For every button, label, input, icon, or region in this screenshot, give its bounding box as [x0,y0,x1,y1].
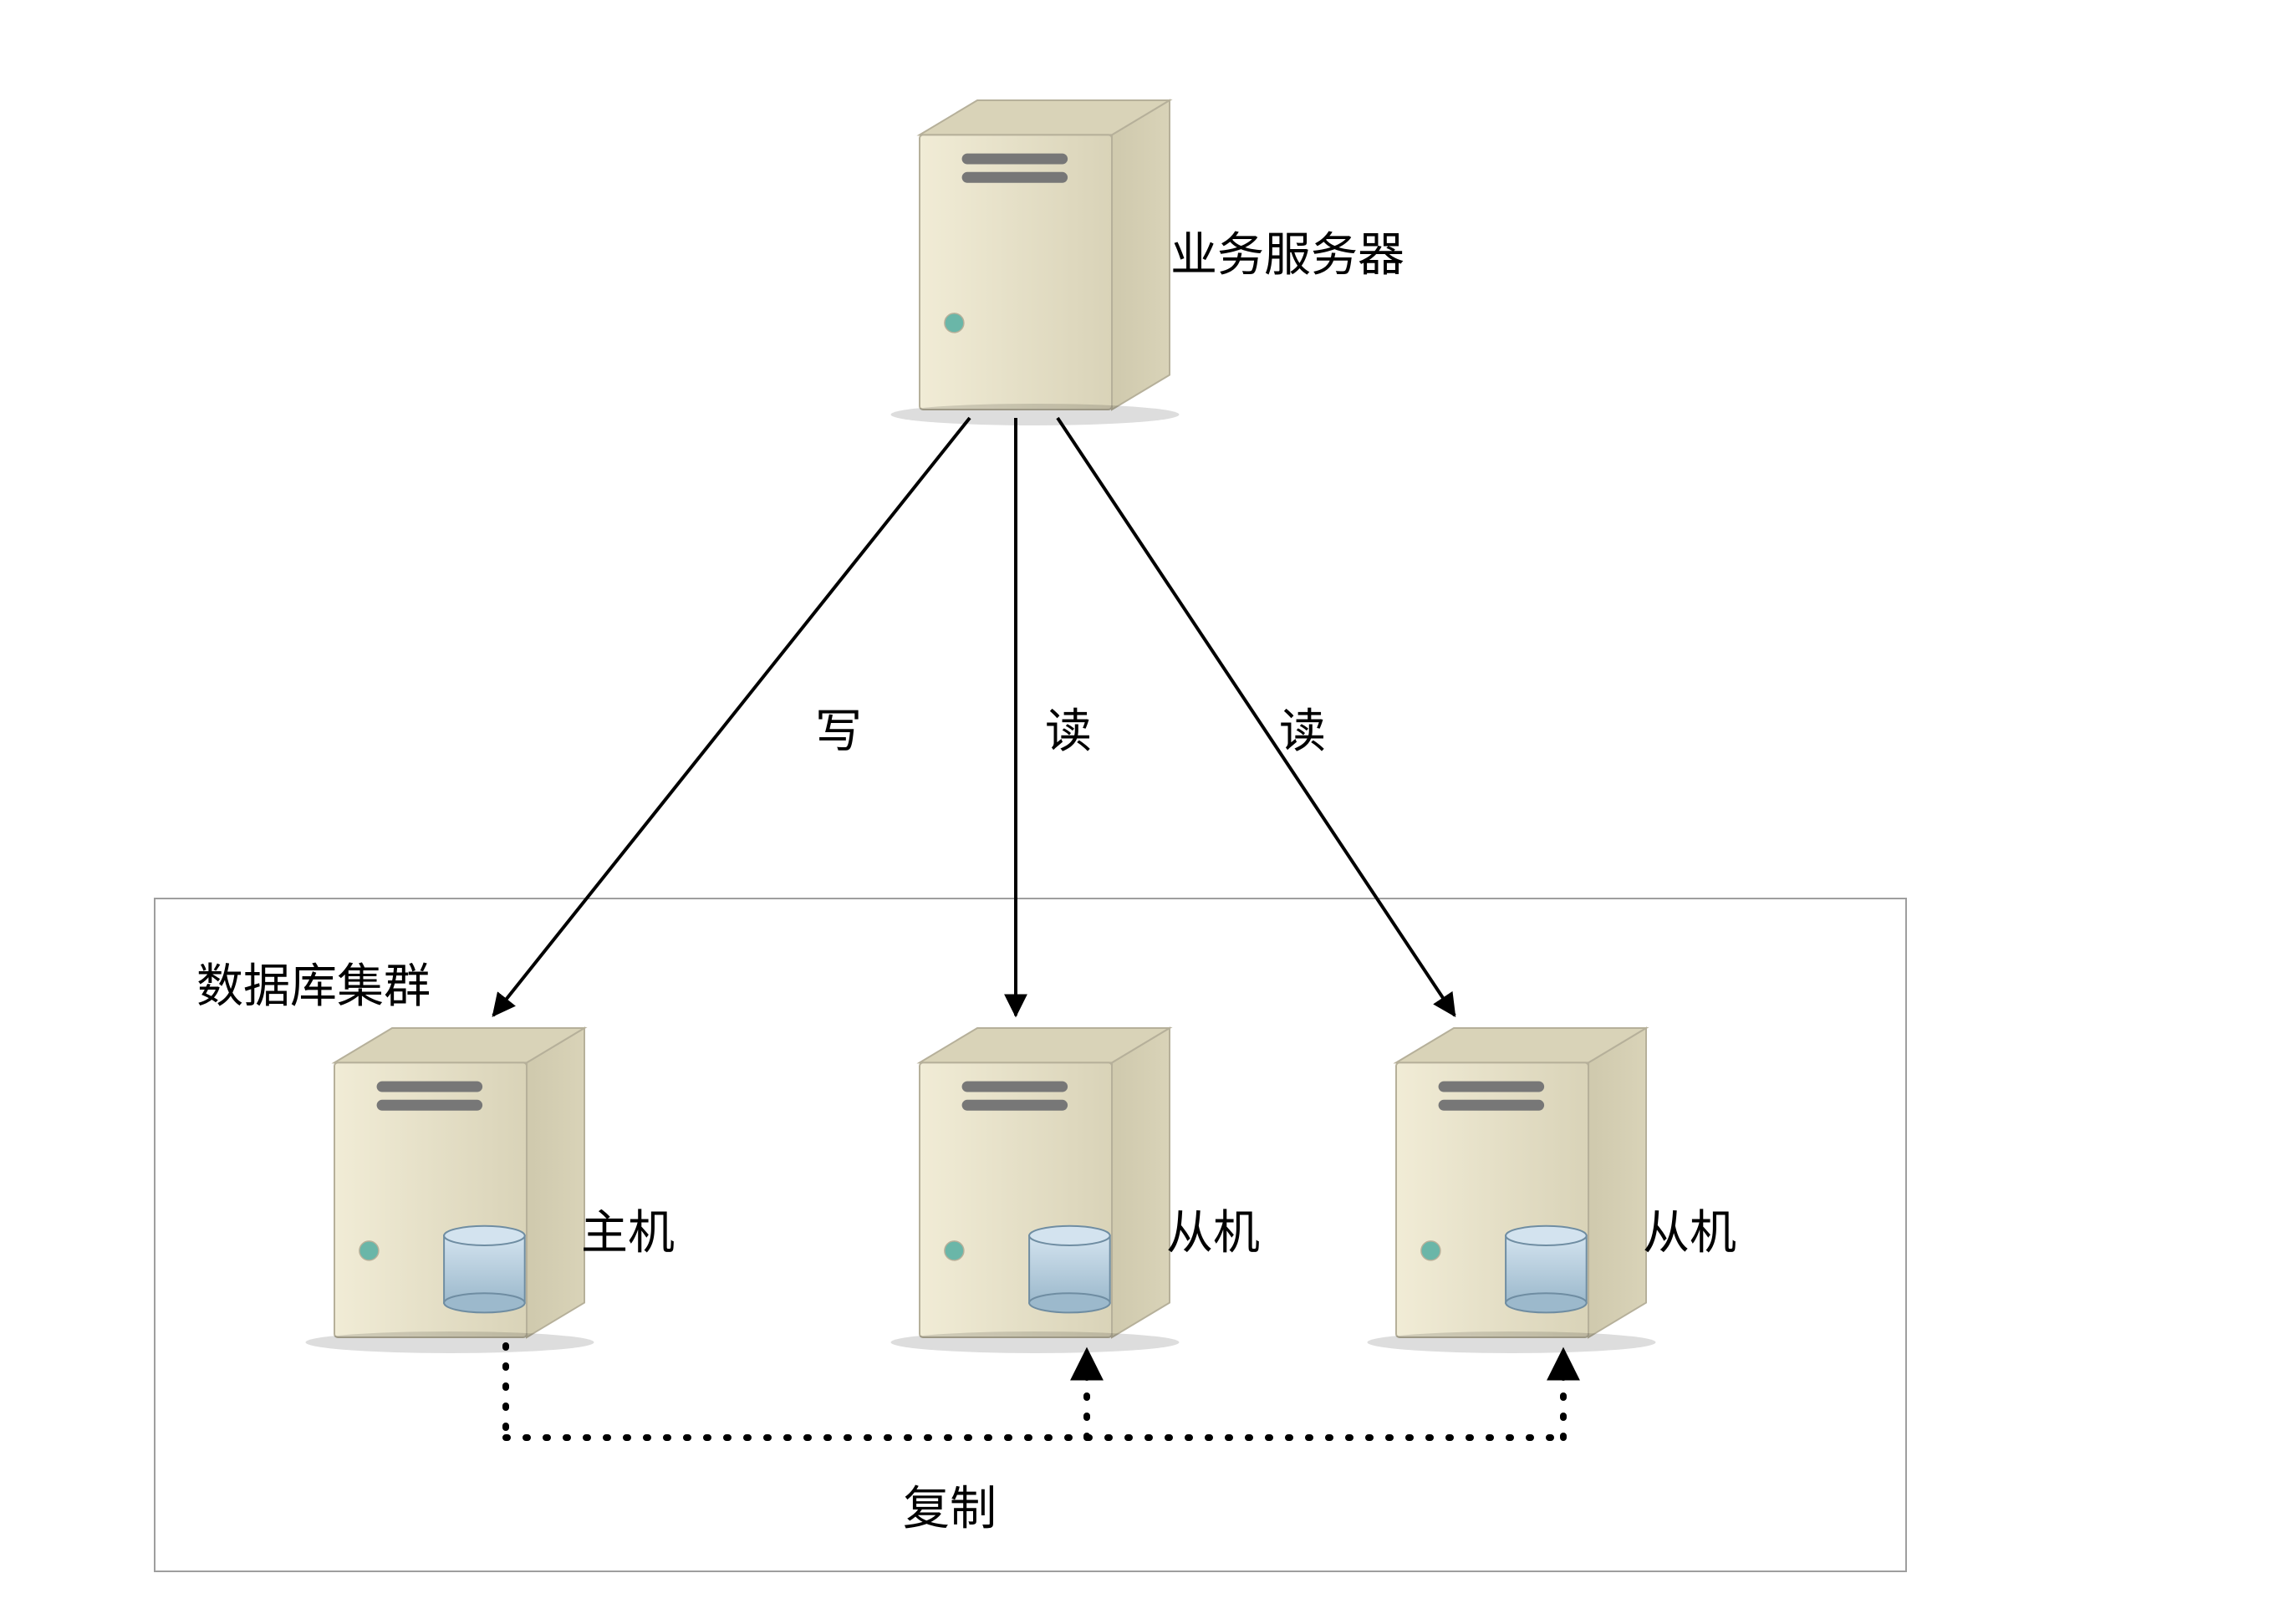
master-label: 主机 [581,1195,675,1263]
edge-read1-label: 读 [1045,694,1092,761]
master-server-icon [306,1028,594,1353]
slave2-server-icon [1368,1028,1656,1353]
diagram-svg [0,0,2294,1624]
edge-read2-label: 读 [1279,694,1326,761]
slave1-label: 从机 [1166,1195,1260,1263]
diagram-stage: 业务服务器 主机 从机 从机 数据库集群 写 读 读 复制 [0,0,2294,1624]
slave1-server-icon [891,1028,1180,1353]
replication-label: 复制 [903,1471,997,1539]
edge-read2 [1058,418,1455,1016]
slave2-label: 从机 [1643,1195,1736,1263]
app-server-label: 业务服务器 [1170,217,1404,285]
edge-write [493,418,970,1016]
app-server-icon [891,100,1180,425]
cluster-box-label: 数据库集群 [196,949,431,1016]
edge-write-label: 写 [815,694,862,761]
